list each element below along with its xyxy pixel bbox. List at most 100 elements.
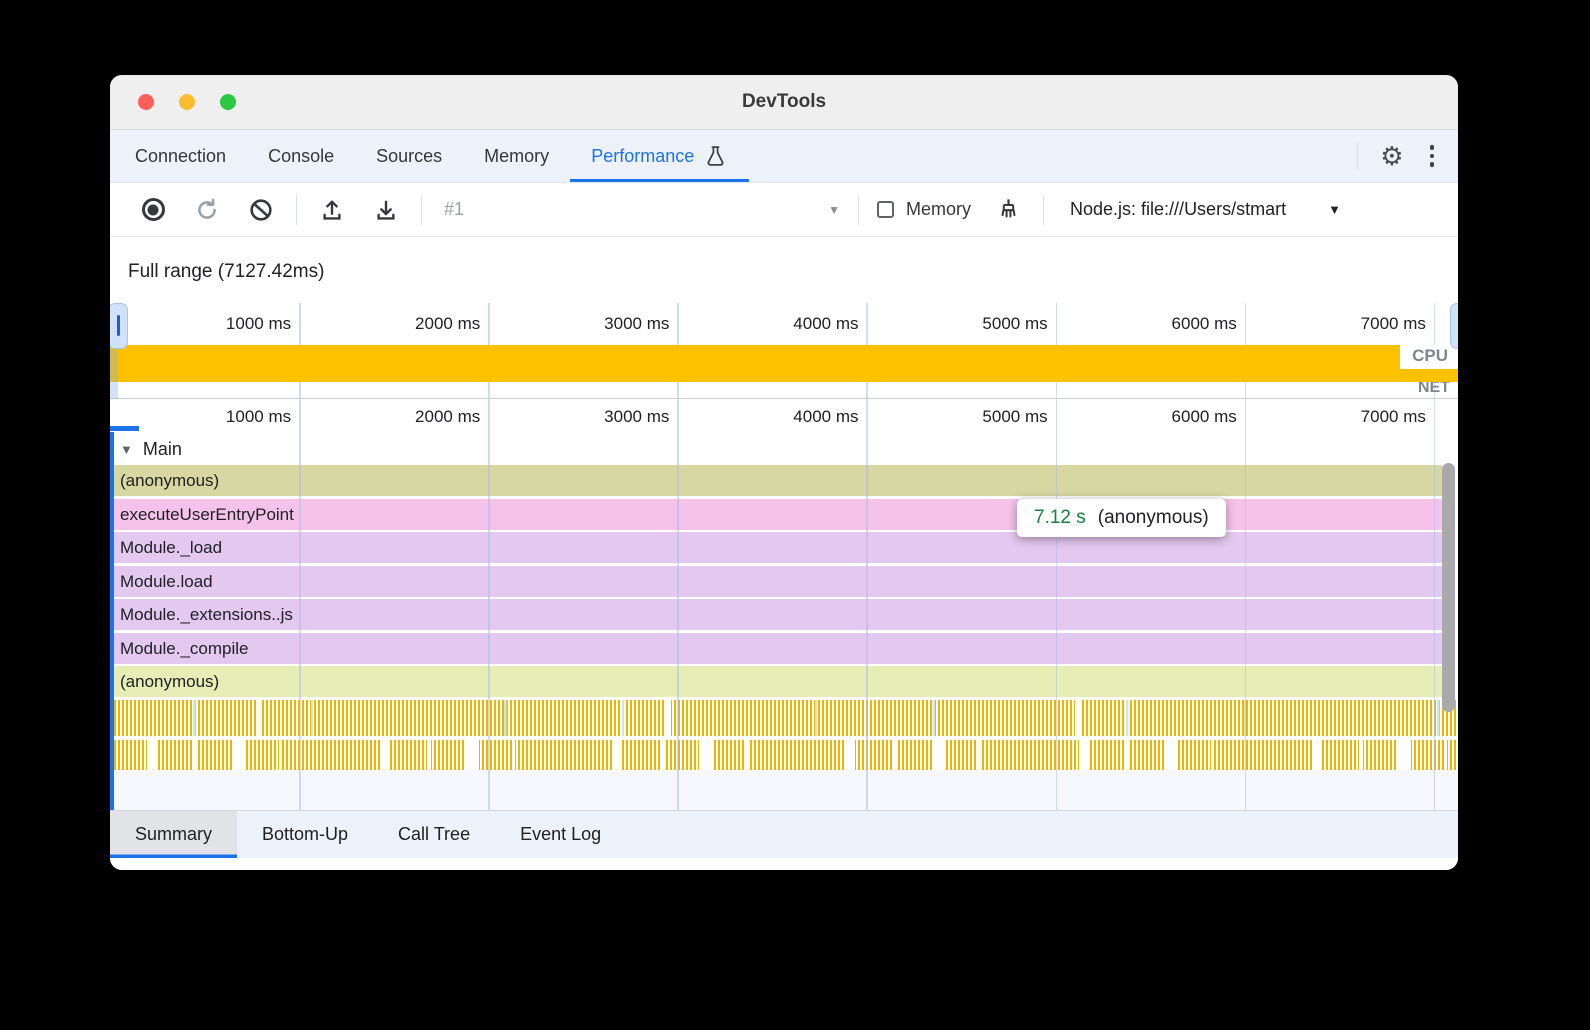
tab-label: Call Tree	[398, 824, 471, 844]
tab-bottom-up[interactable]: Bottom-Up	[237, 811, 373, 858]
performance-toolbar: #1 ▼ Memory Node.js: file:///Users/stmar…	[110, 183, 1458, 237]
title-bar: DevTools	[110, 75, 1458, 130]
traffic-lights	[138, 94, 236, 110]
history-value: #1	[444, 199, 465, 219]
tab-call-tree[interactable]: Call Tree	[373, 811, 495, 858]
detail-ruler: 1000 ms 2000 ms 3000 ms 4000 ms 5000 ms …	[110, 399, 1458, 434]
tab-bar-actions: ⚙	[1357, 130, 1458, 182]
flame-frame-module-load-private[interactable]: Module._load	[110, 532, 1442, 563]
minimize-window-button[interactable]	[179, 94, 195, 110]
record-button[interactable]	[139, 196, 167, 224]
devtools-window: DevTools Connection Console Sources Memo…	[110, 75, 1458, 870]
flask-icon	[703, 144, 728, 169]
window-footer	[110, 858, 1458, 870]
tab-label: Console	[268, 145, 335, 166]
details-tab-bar: Summary Bottom-Up Call Tree Event Log	[110, 810, 1458, 858]
tick-label: 6000 ms	[1171, 314, 1237, 333]
tick-label: 6000 ms	[1171, 407, 1237, 426]
tab-label: Bottom-Up	[262, 824, 349, 844]
flame-micro-frames-band-1[interactable]	[110, 699, 1458, 736]
flame-frame-anonymous[interactable]: (anonymous)	[110, 465, 1442, 496]
tab-connection[interactable]: Connection	[114, 130, 247, 182]
flame-frame-module-compile[interactable]: Module._compile	[110, 632, 1442, 664]
tab-label: Performance	[591, 145, 695, 166]
divider	[1357, 143, 1359, 169]
flame-micro-frames-band-2[interactable]	[110, 739, 1458, 770]
tab-summary[interactable]: Summary	[110, 811, 238, 858]
vertical-scrollbar-thumb[interactable]	[1442, 463, 1455, 712]
divider	[858, 194, 859, 225]
window-title: DevTools	[741, 91, 827, 112]
flame-frame-module-load[interactable]: Module.load	[110, 565, 1442, 597]
tab-sources[interactable]: Sources	[355, 130, 463, 182]
tick-label: 1000 ms	[225, 407, 292, 426]
tick-label: 4000 ms	[793, 407, 859, 426]
tick-label: 5000 ms	[982, 407, 1048, 426]
tab-event-log[interactable]: Event Log	[495, 811, 626, 858]
divider	[421, 194, 422, 225]
divider	[296, 194, 297, 225]
save-profile-icon[interactable]	[372, 196, 400, 224]
selected-track-indicator-top	[110, 426, 139, 431]
tick-label: 1000 ms	[225, 314, 292, 333]
load-profile-icon[interactable]	[318, 196, 346, 224]
settings-gear-icon[interactable]: ⚙	[1380, 141, 1404, 171]
tab-label: Sources	[376, 145, 443, 166]
tick-label: 5000 ms	[982, 314, 1048, 333]
tab-label: Event Log	[520, 824, 602, 844]
collapse-triangle-icon[interactable]: ▼	[120, 442, 133, 457]
panel-tabs: Connection Console Sources Memory Perfor…	[114, 130, 749, 182]
tick-label: 4000 ms	[793, 314, 859, 333]
target-select[interactable]: Node.js: file:///Users/stmart ▼	[1070, 199, 1341, 220]
full-range-label: Full range (7127.42ms)	[128, 261, 325, 282]
history-select[interactable]: #1 ▼	[430, 199, 850, 220]
target-value: Node.js: file:///Users/stmart	[1070, 199, 1287, 219]
tab-label: Memory	[484, 145, 550, 166]
range-left-shade	[110, 349, 118, 399]
main-track-label: Main	[142, 439, 182, 459]
selected-track-indicator	[110, 432, 114, 810]
reload-and-record-icon[interactable]	[193, 196, 221, 224]
kebab-menu-icon[interactable]	[1420, 145, 1445, 167]
flame-frame-executeuserentrypoint[interactable]: executeUserEntryPoint	[110, 498, 1442, 530]
range-handle-left[interactable]	[110, 303, 128, 349]
memory-checkbox[interactable]	[877, 201, 894, 218]
tick-label: 3000 ms	[604, 314, 670, 333]
tooltip-duration: 7.12 s	[1034, 507, 1086, 528]
close-window-button[interactable]	[138, 94, 154, 110]
chevron-down-icon: ▼	[828, 202, 840, 217]
tab-memory[interactable]: Memory	[463, 130, 570, 182]
frame-tooltip: 7.12 s (anonymous)	[1017, 499, 1226, 537]
cpu-band-label: CPU	[1400, 345, 1458, 369]
tick-label: 7000 ms	[1360, 407, 1426, 426]
tick-label: 2000 ms	[415, 407, 481, 426]
memory-label: Memory	[906, 199, 972, 219]
clear-icon[interactable]	[247, 196, 275, 224]
flame-frame-module-extensions-js[interactable]: Module._extensions..js	[110, 599, 1442, 630]
tick-label: 7000 ms	[1360, 314, 1426, 333]
tick-label: 3000 ms	[604, 407, 670, 426]
overview-ruler: 1000 ms 2000 ms 3000 ms 4000 ms 5000 ms …	[110, 303, 1458, 345]
tab-label: Connection	[135, 145, 227, 166]
zoom-window-button[interactable]	[220, 94, 236, 110]
cpu-activity-band: CPU	[110, 345, 1458, 382]
timeline-overview[interactable]: 1000 ms 2000 ms 3000 ms 4000 ms 5000 ms …	[110, 303, 1458, 399]
flame-chart-empty-area	[110, 769, 1458, 810]
tab-console[interactable]: Console	[247, 130, 355, 182]
tick-label: 2000 ms	[415, 314, 481, 333]
tab-label: Summary	[135, 824, 213, 844]
tab-performance[interactable]: Performance	[570, 130, 749, 182]
divider	[1043, 194, 1045, 225]
performance-panel-content: Full range (7127.42ms) 1000 ms 2000 ms 3…	[110, 237, 1458, 810]
main-track-header[interactable]: ▼ Main	[110, 434, 1458, 465]
chevron-down-icon: ▼	[1328, 202, 1341, 217]
flame-frame-anonymous-2[interactable]: (anonymous)	[110, 666, 1442, 697]
range-handle-right[interactable]	[1450, 303, 1458, 349]
memory-toggle: Memory	[877, 199, 971, 220]
net-band-label: NET	[1418, 379, 1450, 396]
tooltip-function-name: (anonymous)	[1097, 507, 1209, 528]
flame-chart[interactable]: 1000 ms 2000 ms 3000 ms 4000 ms 5000 ms …	[110, 399, 1458, 810]
panel-tab-bar: Connection Console Sources Memory Perfor…	[110, 130, 1458, 183]
collect-garbage-icon[interactable]	[994, 196, 1022, 224]
